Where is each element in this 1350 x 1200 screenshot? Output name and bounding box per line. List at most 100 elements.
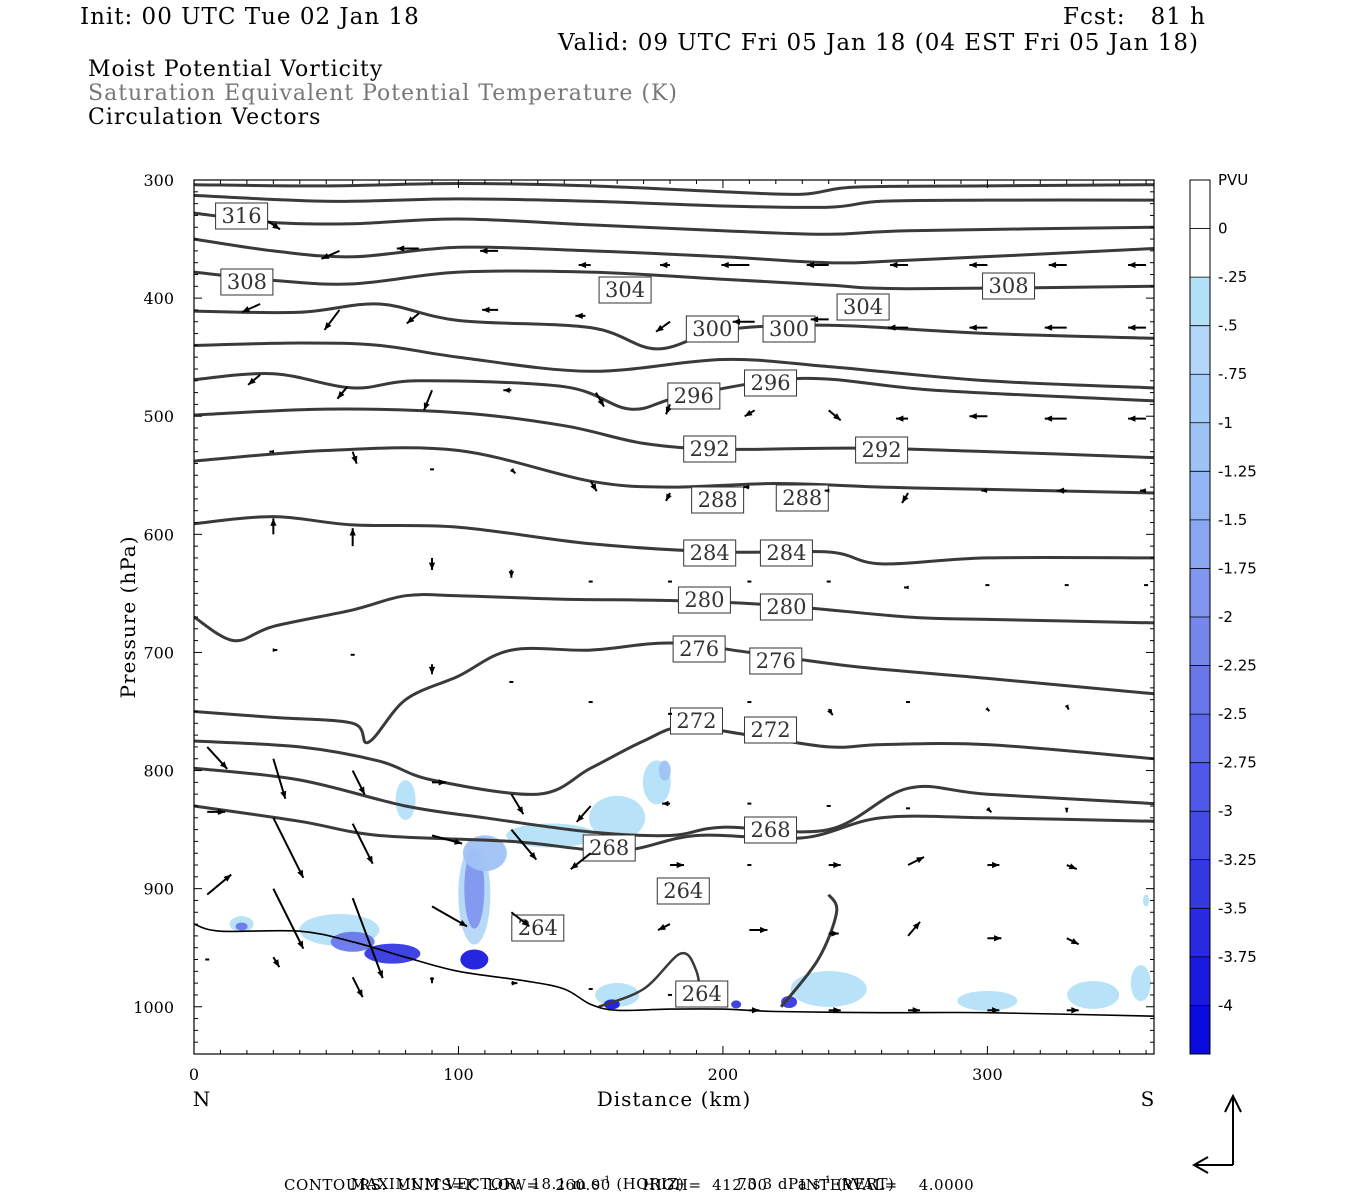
contour-284 [193, 515, 1155, 566]
vector-arrowhead [406, 316, 415, 324]
axes: 300 400 500 600 700 800 900 1000 0 100 200 300 Dista… [116, 171, 1156, 1111]
contour-label-box [672, 635, 726, 663]
vector-arrowhead [833, 861, 841, 869]
vector-arrowhead [660, 261, 668, 269]
contour-label: 304 [843, 295, 883, 319]
vector-arrowhead [1044, 415, 1053, 422]
pv-shade-blob [1067, 980, 1120, 1009]
field-title-pv: Moist Potential Vorticity [88, 57, 384, 82]
vector-arrowhead [744, 409, 753, 417]
contour-label: 264 [682, 982, 722, 1006]
vector-arrowhead [992, 1007, 1000, 1014]
vector-arrowhead [985, 806, 992, 813]
colorbar-label: -2.75 [1218, 754, 1257, 772]
contour-label-box [759, 593, 813, 621]
vector-arrowhead [297, 940, 304, 949]
vector-arrowhead [324, 322, 332, 330]
pv-shading [229, 760, 1151, 1011]
contour-316 [193, 181, 1155, 196]
contour-label: 268 [589, 836, 629, 860]
contour-label-box [744, 816, 798, 844]
vector-arrowhead [806, 261, 815, 269]
contour-label: 300 [692, 317, 732, 341]
vector-arrowhead [902, 495, 909, 503]
colorbar-label: -1.75 [1218, 559, 1257, 577]
contour-label-box [598, 276, 652, 304]
vector-arrowhead [272, 959, 280, 968]
valid-time: Valid: 09 UTC Fri 05 Jan 18 (04 EST Fri … [558, 30, 1199, 56]
vector-arrowhead [1048, 261, 1057, 269]
terrain-surface [193, 923, 1155, 1017]
vector-arrowhead [732, 318, 741, 325]
colorbar-label: -.25 [1218, 268, 1247, 286]
colorbar-label: -1.25 [1218, 462, 1257, 480]
colorbar-label: -.5 [1218, 317, 1238, 335]
contour-280 [193, 593, 1155, 643]
colorbar-label: -1 [1218, 414, 1233, 432]
vector-arrowhead [656, 324, 664, 332]
colorbar-band [1190, 762, 1210, 812]
y-axis-label: Pressure (hPa) [116, 536, 140, 699]
contour-292 [193, 407, 1155, 460]
colorbar-band [1190, 859, 1210, 909]
contour-label: 284 [690, 541, 730, 565]
x-axis-label: Distance (km) [597, 1087, 752, 1111]
contour-label-box [675, 980, 729, 1008]
vector-arrowhead [969, 324, 977, 331]
contour-label: 316 [222, 204, 262, 228]
vector-arrowhead [576, 814, 584, 822]
vector-arrowhead [890, 261, 898, 269]
contour-label: 308 [227, 270, 267, 294]
vector-arrow [351, 897, 384, 979]
colorbar-band [1190, 1005, 1210, 1055]
y-tick-label: 600 [143, 525, 174, 544]
vector-arrowhead [480, 247, 488, 254]
contour-312 [193, 211, 1155, 236]
vector-arrowhead [992, 861, 1000, 869]
pv-shade-blob [1130, 965, 1151, 1002]
vector-arrowhead [827, 708, 833, 716]
circulation-vectors [205, 220, 1149, 1014]
pv-shade-blob [1143, 894, 1150, 907]
contour-label-box [762, 315, 816, 343]
vector-arrowhead [1056, 487, 1065, 494]
vector-arrowhead [1140, 488, 1146, 493]
y-tick-label: 800 [143, 762, 174, 781]
colorbar-label: PVU [1218, 171, 1248, 189]
vector-arrowhead [219, 761, 228, 769]
reference-vector-icon [1191, 1093, 1242, 1174]
vector-arrowhead [994, 935, 1002, 942]
terrain-line [193, 923, 1155, 1017]
colorbar-band [1190, 277, 1210, 327]
vector-arrowhead [280, 790, 287, 799]
x-right-label: S [1141, 1087, 1156, 1111]
contour-label-box [749, 647, 803, 675]
colorbar-band [1190, 908, 1210, 958]
vector-arrowhead [454, 838, 463, 845]
vector-arrowhead [270, 518, 277, 526]
pv-shade-blob [957, 990, 1018, 1011]
vector-arrow [272, 817, 305, 879]
vector-arrowhead [358, 786, 365, 795]
vector-arrowhead [366, 855, 373, 864]
field-title-vectors: Circulation Vectors [88, 105, 322, 130]
contour-label: 264 [518, 916, 558, 940]
colorbar-band [1190, 228, 1210, 278]
ref-vertical-head [1224, 1093, 1242, 1113]
forecast-hour: Fcst: 81 h [1063, 4, 1206, 30]
colorbar-label: 0 [1218, 220, 1228, 238]
contour-268 [193, 766, 1155, 838]
vector-arrowhead [1128, 415, 1136, 422]
vector-arrowhead [1128, 261, 1136, 269]
contour-label: 280 [766, 595, 806, 619]
vector-arrow [351, 823, 374, 865]
colorbar-band [1190, 811, 1210, 861]
contour-296 [193, 372, 1155, 411]
contour-label: 264 [663, 879, 703, 903]
contour-label-box [836, 293, 890, 321]
vector-arrowhead [658, 923, 667, 931]
vector-arrowhead [511, 980, 518, 986]
vector-arrowhead [590, 483, 597, 492]
pv-shade-blob [790, 971, 867, 1008]
